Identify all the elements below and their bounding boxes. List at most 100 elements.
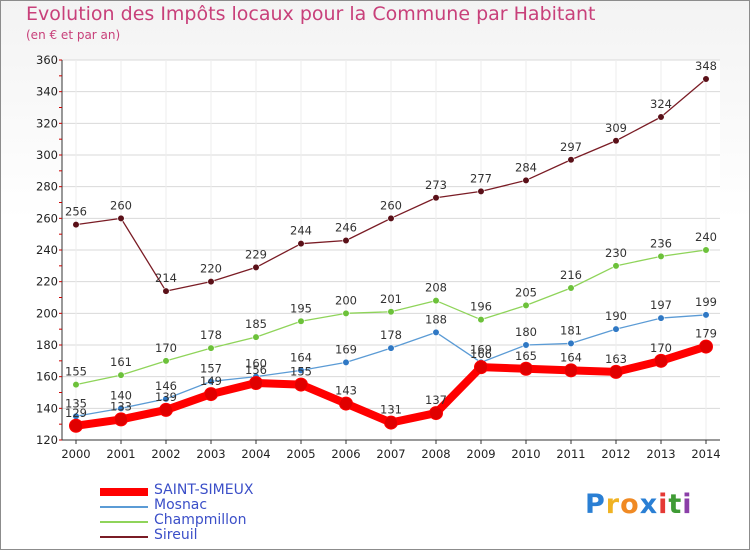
logo-letter: i [682,489,693,520]
y-tick-label: 220 [36,275,58,289]
data-point [72,221,80,229]
legend-label-mosnac: Mosnac [154,497,208,513]
data-label: 129 [65,406,87,420]
x-tick-label: 2006 [331,447,360,461]
data-label: 163 [605,352,627,366]
data-label: 185 [245,317,267,331]
data-point [117,371,125,379]
y-tick-label: 300 [36,148,58,162]
legend-item-mosnac: Mosnac [100,497,360,515]
data-label: 135 [65,396,87,410]
data-label: 297 [560,140,582,154]
x-tick-label: 2004 [241,447,270,461]
legend-item-sireuil: Sireuil [100,527,360,545]
data-label: 309 [605,121,627,135]
data-label: 200 [335,293,357,307]
data-point [474,360,488,375]
data-label: 260 [380,198,402,212]
data-point [117,214,125,222]
x-tick-label: 2010 [511,447,540,461]
logo-letter: t [668,489,683,520]
data-label: 188 [425,312,447,326]
y-tick-label: 320 [36,116,58,130]
data-label: 190 [605,309,627,323]
y-tick-label: 340 [36,85,58,99]
logo-letter: i [658,489,669,520]
data-point [339,396,353,411]
legend: SAINT-SIMEUX Mosnac Champmillon Sireuil [100,482,360,545]
x-tick-label: 2009 [466,447,495,461]
x-tick-label: 2007 [376,447,405,461]
logo-letter: x [639,489,659,520]
data-label: 260 [110,198,132,212]
data-label: 157 [200,361,222,375]
data-point [432,297,440,305]
data-point [654,353,668,368]
chart-title: Evolution des Impôts locaux pour la Comm… [26,3,596,25]
legend-label-champmillon: Champmillon [154,512,247,528]
data-label: 165 [515,349,537,363]
data-label: 139 [155,390,177,404]
data-label: 155 [65,365,87,379]
data-point [204,387,218,402]
y-tick-label: 240 [36,243,58,257]
data-point [702,311,710,319]
data-label: 169 [335,342,357,356]
data-label: 170 [155,341,177,355]
data-label: 170 [650,341,672,355]
data-label: 164 [560,350,582,364]
x-tick-label: 2001 [106,447,135,461]
data-label: 201 [380,292,402,306]
data-point [657,113,665,121]
legend-label-saint-simeux: SAINT-SIMEUX [154,482,254,498]
data-point [657,252,665,260]
data-label: 197 [650,298,672,312]
data-label: 216 [560,268,582,282]
data-point [429,406,443,421]
data-label: 131 [380,403,402,417]
data-label: 164 [290,350,312,364]
data-label: 133 [110,399,132,413]
legend-item-champmillon: Champmillon [100,512,360,530]
data-point [384,415,398,430]
data-point [69,418,83,433]
data-label: 230 [605,246,627,260]
logo-letter: P [585,489,606,520]
legend-swatch-champmillon [100,521,148,523]
data-label: 236 [650,236,672,250]
logo-letter: o [620,489,640,520]
data-label: 273 [425,178,447,192]
data-label: 208 [425,281,447,295]
data-point [387,214,395,222]
data-point [342,236,350,245]
data-point [387,308,395,316]
data-point [297,317,305,325]
data-label: 348 [695,59,717,73]
data-label: 178 [380,328,402,342]
data-label: 199 [695,295,717,309]
data-point [702,75,710,83]
data-point [162,395,170,403]
data-label: 160 [245,357,267,371]
x-tick-label: 2014 [691,447,720,461]
data-label: 166 [470,347,492,361]
data-label: 205 [515,285,537,299]
data-point [432,328,440,336]
data-label: 229 [245,247,267,261]
data-point [252,263,260,272]
data-point [297,240,305,248]
x-tick-label: 2002 [151,447,180,461]
data-label: 277 [470,171,492,185]
data-label: 195 [290,301,312,315]
data-point [207,278,215,286]
data-label: 178 [200,328,222,342]
data-point [567,284,575,292]
data-point [162,287,170,295]
x-tick-label: 2011 [556,447,585,461]
data-label: 284 [515,160,537,174]
data-point [432,194,440,202]
data-label: 244 [290,224,312,238]
legend-swatch-sireuil [100,536,148,538]
y-tick-label: 140 [36,401,58,415]
